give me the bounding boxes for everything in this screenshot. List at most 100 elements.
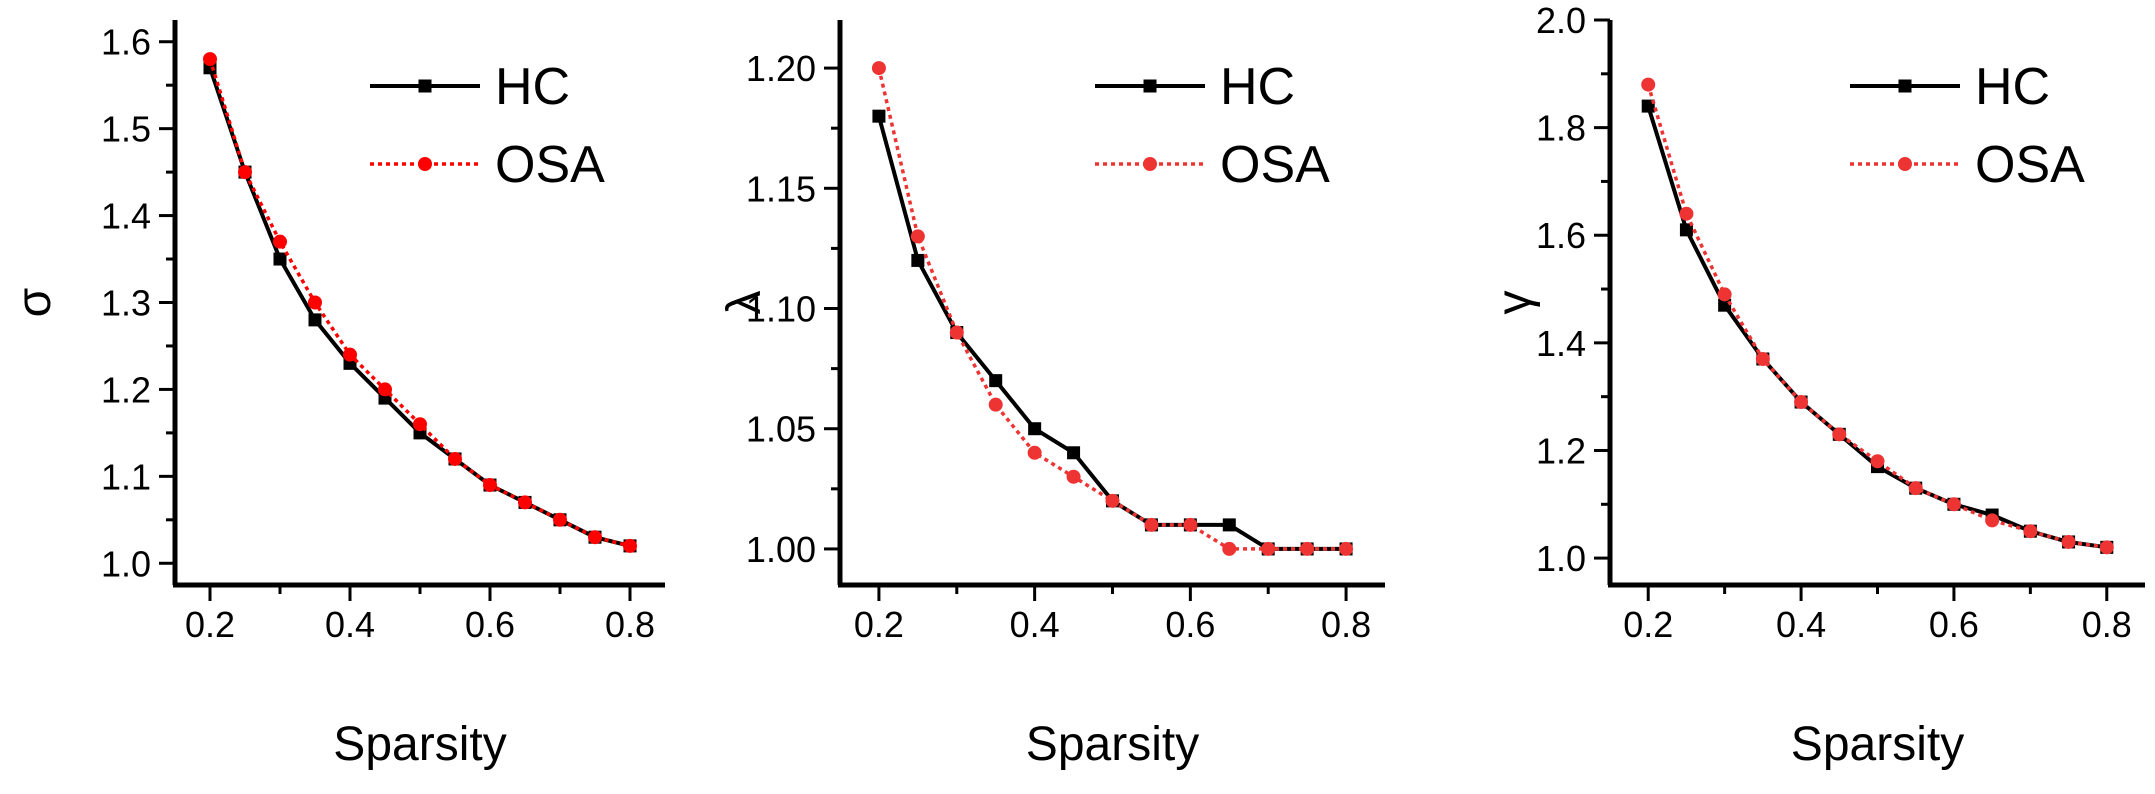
x-tick-label: 0.6 bbox=[465, 604, 515, 645]
data-point-osa bbox=[203, 52, 217, 67]
data-point-hc bbox=[1067, 446, 1081, 460]
x-tick-label: 0.2 bbox=[1623, 604, 1673, 645]
data-point-osa bbox=[1339, 541, 1354, 556]
y-tick-label: 1.6 bbox=[1536, 215, 1586, 256]
y-tick-label: 1.15 bbox=[746, 168, 816, 209]
legend-label-osa: OSA bbox=[1220, 136, 1330, 194]
y-tick-label: 1.0 bbox=[101, 543, 151, 584]
data-point-osa bbox=[1870, 454, 1885, 469]
data-point-osa bbox=[1946, 497, 1961, 512]
data-point-osa bbox=[413, 417, 427, 432]
data-point-hc bbox=[911, 253, 925, 267]
x-axis-title: Sparsity bbox=[1026, 718, 1199, 771]
data-point-osa bbox=[343, 347, 357, 362]
panel-lambda: 0.2 0.4 0.6 0.8 1.00 1.05 1.10 1.15 1.20 Sparsity… bbox=[718, 20, 1385, 771]
y-tick-label: 1.1 bbox=[101, 456, 151, 497]
data-point-osa bbox=[1755, 352, 1770, 366]
y-tick-label: 1.2 bbox=[101, 369, 151, 410]
legend-marker-hc bbox=[1143, 79, 1157, 93]
legend-label-hc: HC bbox=[495, 58, 570, 116]
legend-label-osa: OSA bbox=[1975, 136, 2085, 194]
data-point-osa bbox=[308, 295, 322, 310]
y-tick-label: 1.4 bbox=[1536, 323, 1586, 364]
data-point-osa bbox=[1794, 395, 1809, 410]
panel-gamma: 0.2 0.4 0.6 0.8 1.0 1.2 1.4 1.6 1.8 2.0 Sparsity γ H… bbox=[1488, 0, 2145, 771]
data-point-osa bbox=[1105, 493, 1120, 508]
y-tick-label: 1.8 bbox=[1536, 108, 1586, 149]
data-point-osa bbox=[1717, 287, 1732, 302]
legend-label-hc: HC bbox=[1220, 58, 1295, 116]
data-point-osa bbox=[2099, 540, 2114, 555]
y-tick-label: 1.10 bbox=[746, 289, 816, 330]
data-point-osa bbox=[518, 495, 532, 510]
x-tick-label: 0.4 bbox=[1010, 604, 1060, 645]
data-point-osa bbox=[871, 61, 886, 76]
data-point-hc bbox=[273, 252, 287, 266]
data-point-osa bbox=[1261, 541, 1276, 556]
data-point-osa bbox=[1066, 469, 1081, 484]
data-point-osa bbox=[1027, 445, 1042, 460]
x-tick-label: 0.6 bbox=[1929, 604, 1979, 645]
x-tick-label: 0.6 bbox=[1165, 604, 1215, 645]
data-point-osa bbox=[238, 165, 252, 180]
data-point-osa bbox=[2023, 524, 2038, 539]
data-point-hc bbox=[1222, 518, 1236, 532]
x-tick-label: 0.2 bbox=[185, 604, 235, 645]
data-point-osa bbox=[1641, 77, 1656, 92]
x-axis-title: Sparsity bbox=[1791, 718, 1964, 771]
legend-label-osa: OSA bbox=[495, 136, 605, 194]
x-tick-label: 0.4 bbox=[325, 604, 375, 645]
y-tick-label: 1.6 bbox=[101, 22, 151, 63]
data-point-osa bbox=[1679, 206, 1694, 221]
data-point-hc bbox=[308, 313, 322, 327]
data-point-osa bbox=[1300, 541, 1315, 556]
y-axis-title: σ bbox=[8, 288, 61, 318]
y-tick-label: 1.0 bbox=[1536, 538, 1586, 579]
legend-marker-osa bbox=[418, 157, 432, 171]
data-point-osa bbox=[1222, 541, 1237, 556]
data-point-osa bbox=[273, 234, 287, 249]
data-point-osa bbox=[1183, 517, 1198, 532]
y-axis-title: γ bbox=[1488, 291, 1541, 315]
y-tick-label: 1.00 bbox=[746, 529, 816, 570]
y-axis-title: λ bbox=[718, 291, 771, 315]
data-point-osa bbox=[1908, 481, 1923, 496]
legend-label-hc: HC bbox=[1975, 58, 2050, 116]
x-tick-label: 0.4 bbox=[1776, 604, 1826, 645]
y-tick-label: 1.20 bbox=[746, 48, 816, 89]
data-point-hc bbox=[1679, 223, 1693, 237]
data-point-hc bbox=[1641, 99, 1655, 113]
data-point-osa bbox=[448, 451, 462, 466]
data-point-osa bbox=[2061, 534, 2076, 549]
legend-marker-hc bbox=[1898, 79, 1912, 93]
x-tick-label: 0.8 bbox=[605, 604, 655, 645]
data-point-osa bbox=[910, 229, 925, 244]
y-tick-label: 1.4 bbox=[101, 196, 151, 237]
data-point-osa bbox=[623, 538, 637, 553]
data-point-osa bbox=[378, 382, 392, 397]
legend-marker-osa bbox=[1898, 157, 1912, 171]
data-point-osa bbox=[1985, 513, 2000, 528]
data-point-hc bbox=[1028, 422, 1042, 436]
panel-sigma: 0.2 0.4 0.6 0.8 1.0 1.1 1.2 1.3 1.4 1.5 1.6 Sparsit… bbox=[8, 20, 665, 771]
data-point-osa bbox=[949, 325, 964, 340]
data-point-osa bbox=[553, 512, 567, 527]
data-point-osa bbox=[988, 397, 1003, 412]
legend-marker-osa bbox=[1143, 157, 1157, 171]
y-tick-label: 1.3 bbox=[101, 283, 151, 324]
y-tick-label: 1.2 bbox=[1536, 430, 1586, 471]
x-axis-title: Sparsity bbox=[333, 718, 506, 771]
data-point-hc bbox=[989, 374, 1003, 388]
series-line-osa bbox=[208, 58, 631, 548]
legend-marker-hc bbox=[418, 79, 432, 93]
y-tick-label: 1.05 bbox=[746, 409, 816, 450]
y-tick-label: 2.0 bbox=[1536, 0, 1586, 41]
y-tick-label: 1.5 bbox=[101, 109, 151, 150]
data-point-hc bbox=[872, 109, 886, 123]
x-tick-label: 0.2 bbox=[854, 604, 904, 645]
x-tick-label: 0.8 bbox=[2082, 604, 2132, 645]
data-point-osa bbox=[483, 478, 497, 493]
x-tick-label: 0.8 bbox=[1321, 604, 1371, 645]
